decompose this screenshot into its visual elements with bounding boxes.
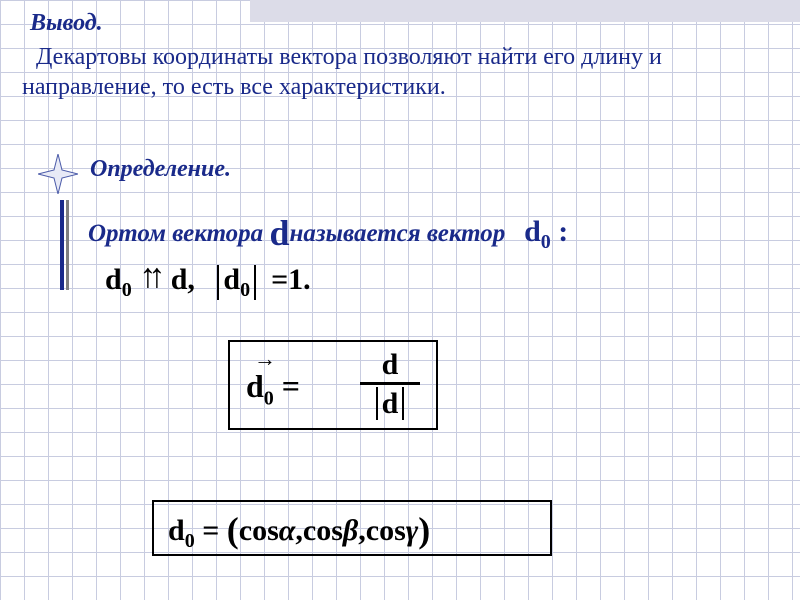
box1-denominator: d bbox=[360, 387, 420, 420]
term-cos-gamma: cosγ bbox=[366, 514, 418, 547]
term-cos-alpha: cosα bbox=[239, 514, 296, 547]
eq-value-1: 1 bbox=[288, 263, 303, 296]
slide-content: Вывод. Декартовы координаты вектора позв… bbox=[0, 0, 800, 600]
parallel-arrows-icon: ↑↑ bbox=[139, 258, 163, 295]
term-cos-beta: cosβ bbox=[303, 514, 358, 547]
def-middle: называется вектор bbox=[289, 220, 511, 247]
sep1: , bbox=[295, 514, 303, 547]
box1-lhs: d0 = bbox=[246, 368, 300, 410]
heading-conclusion: Вывод. bbox=[30, 10, 103, 37]
close-paren: ) bbox=[418, 510, 430, 550]
definition-bar bbox=[60, 200, 70, 290]
star-bullet-icon bbox=[38, 154, 78, 194]
formula-box-unit-vector: → d0 = d d bbox=[228, 340, 438, 430]
eq-mod-d0: d0 bbox=[217, 265, 256, 300]
box2-equals: = bbox=[195, 514, 227, 547]
box2-lhs-d0: d0 bbox=[168, 514, 195, 547]
fraction-bar bbox=[360, 382, 420, 385]
eq-rhs-d: d bbox=[171, 263, 188, 296]
equation-parallel-unit: d0 ↑↑ d, d0 =1. bbox=[105, 258, 311, 302]
conclusion-paragraph: Декартовы координаты вектора позволяют н… bbox=[22, 42, 782, 102]
open-paren: ( bbox=[227, 510, 239, 550]
heading-definition: Определение. bbox=[90, 156, 231, 183]
def-prefix: Ортом вектора bbox=[88, 220, 269, 247]
eq-comma: , bbox=[187, 263, 195, 296]
sep2: , bbox=[358, 514, 366, 547]
box1-numerator: d bbox=[360, 350, 420, 380]
eq-lhs-d0: d0 bbox=[105, 263, 132, 296]
eq-period: . bbox=[303, 263, 311, 296]
formula-box-direction-cosines: d0 = (cosα,cosβ,cosγ) bbox=[152, 500, 552, 556]
box1-fraction: d d bbox=[360, 350, 420, 420]
def-colon: : bbox=[551, 215, 569, 248]
def-vector-d: d bbox=[269, 213, 289, 253]
definition-sentence: Ортом вектора dназывается вектор d0 : bbox=[88, 212, 788, 254]
def-result-d0: d0 bbox=[524, 215, 551, 248]
eq-equals: = bbox=[271, 263, 288, 296]
